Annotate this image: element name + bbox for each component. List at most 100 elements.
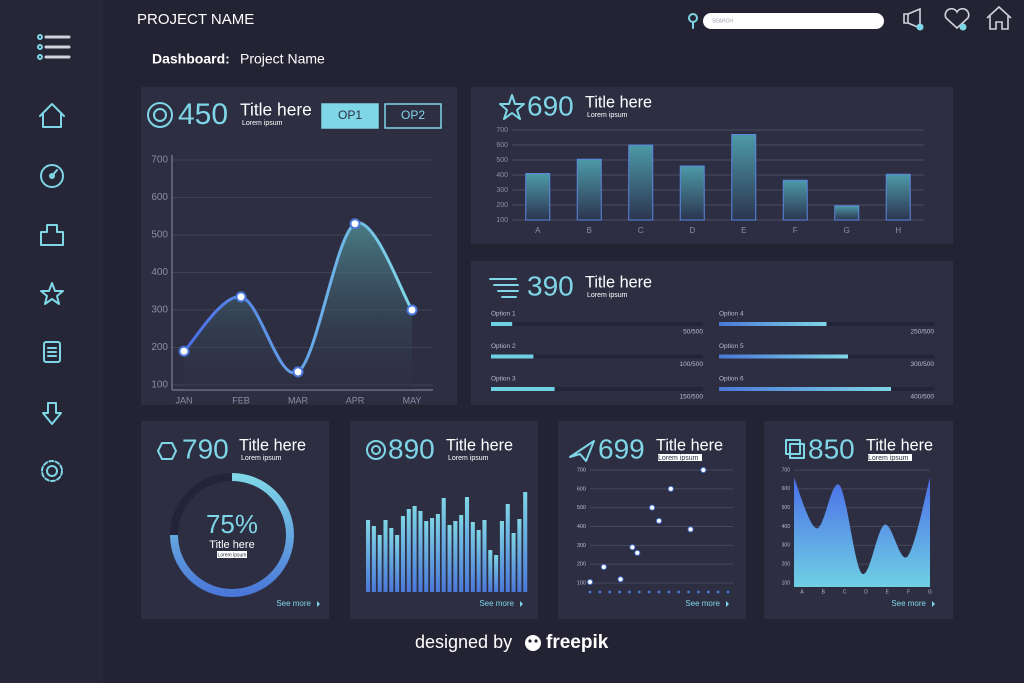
search-box[interactable] xyxy=(703,13,884,29)
label-box xyxy=(658,454,702,461)
y-tick-label: 200 xyxy=(151,342,168,353)
x-tick-dot xyxy=(588,590,592,594)
see-more-link[interactable]: See more xyxy=(891,599,926,608)
scatter-point xyxy=(649,504,656,511)
x-tick-label: A xyxy=(535,226,541,235)
data-point xyxy=(349,218,361,230)
bar xyxy=(430,518,435,592)
home-icon[interactable] xyxy=(39,103,65,128)
bar xyxy=(499,521,504,592)
x-tick-dot xyxy=(608,590,612,594)
star-icon[interactable] xyxy=(40,282,64,305)
scatter-point xyxy=(587,579,593,586)
dashboard-icon[interactable] xyxy=(40,164,64,188)
x-tick-label: B xyxy=(587,226,592,235)
panel-title: Title here xyxy=(656,436,723,454)
arrow-icon xyxy=(932,601,935,607)
bar xyxy=(406,509,411,592)
bar xyxy=(435,514,440,592)
data-point xyxy=(178,345,190,357)
breadcrumb-label: Dashboard: xyxy=(152,51,230,67)
see-more-link[interactable]: See more xyxy=(479,599,514,608)
bar xyxy=(412,506,417,592)
y-tick-label: 200 xyxy=(577,562,586,568)
panel-subtitle: Lorem ipsum xyxy=(587,292,628,299)
progress-label: 250/500 xyxy=(911,329,935,336)
bar xyxy=(834,205,860,221)
y-tick-label: 500 xyxy=(496,157,508,164)
arrow-icon xyxy=(726,601,729,607)
option-button-label: OP2 xyxy=(401,108,425,122)
bar xyxy=(377,535,382,592)
progress-track xyxy=(491,387,703,391)
bar xyxy=(447,525,452,592)
search-placeholder: SEARCH xyxy=(712,18,733,24)
x-tick-label: APR xyxy=(346,395,365,405)
x-tick-dot xyxy=(726,590,730,594)
x-tick-label: A xyxy=(800,589,804,595)
scatter-point xyxy=(656,517,662,524)
breadcrumb-name: Project Name xyxy=(240,51,325,67)
x-tick-label: C xyxy=(843,589,847,595)
doc-icon[interactable] xyxy=(43,341,61,363)
area-fill xyxy=(184,222,412,390)
bar xyxy=(395,535,400,592)
option-label: Option 1 xyxy=(491,311,516,318)
x-tick-dot xyxy=(657,590,661,594)
bar xyxy=(383,520,388,592)
arrow-icon xyxy=(520,601,523,607)
settings-icon[interactable] xyxy=(41,460,63,482)
y-tick-label: 400 xyxy=(782,524,791,530)
see-more-link[interactable]: See more xyxy=(685,599,720,608)
option-button[interactable] xyxy=(321,103,379,129)
heart-icon[interactable] xyxy=(944,7,970,30)
progress-label: 300/500 xyxy=(911,361,935,368)
target-icon xyxy=(147,102,173,128)
x-tick-label: G xyxy=(928,589,932,595)
option-label: Option 6 xyxy=(719,376,744,383)
x-tick-label: D xyxy=(864,589,868,595)
bar xyxy=(441,498,446,592)
search[interactable]: SEARCH xyxy=(688,13,884,29)
bar xyxy=(389,528,394,592)
box-icon[interactable] xyxy=(40,224,64,246)
home-top-icon[interactable] xyxy=(986,5,1012,30)
donut-value-label: 75% xyxy=(206,509,258,539)
y-tick-label: 300 xyxy=(496,187,508,194)
x-tick-label: JAN xyxy=(175,395,192,405)
panel-title: Title here xyxy=(240,100,312,120)
option-button[interactable] xyxy=(384,103,442,129)
x-tick-label: E xyxy=(741,226,746,235)
stat-value: 850 xyxy=(808,433,855,464)
option-label: Option 5 xyxy=(719,343,744,350)
progress-bar xyxy=(719,354,848,359)
bar xyxy=(424,521,429,592)
progress-track xyxy=(491,322,703,326)
star-icon xyxy=(499,94,525,120)
y-tick-label: 400 xyxy=(496,172,508,179)
y-tick-label: 100 xyxy=(577,580,586,586)
bar xyxy=(488,550,493,592)
menu-icon[interactable] xyxy=(37,34,71,60)
x-tick-label: MAR xyxy=(288,395,309,405)
panel xyxy=(471,261,953,405)
bar xyxy=(464,497,470,592)
bar xyxy=(782,179,808,221)
bar xyxy=(371,526,376,592)
panel-subtitle: Lorem ipsum xyxy=(241,455,282,462)
bar xyxy=(482,520,487,592)
y-tick-label: 500 xyxy=(577,505,586,511)
y-tick-label: 300 xyxy=(782,543,791,549)
progress-bar xyxy=(491,354,534,359)
footer-brand: freepik xyxy=(546,632,609,653)
bar xyxy=(628,144,654,221)
y-tick-label: 600 xyxy=(151,192,168,203)
line xyxy=(182,221,414,375)
panel-title: Title here xyxy=(585,93,652,111)
arrow-icon xyxy=(317,601,320,607)
see-more-link[interactable]: See more xyxy=(276,599,311,608)
x-tick-label: H xyxy=(895,226,901,235)
download-icon[interactable] xyxy=(42,402,62,425)
bar xyxy=(470,522,475,592)
